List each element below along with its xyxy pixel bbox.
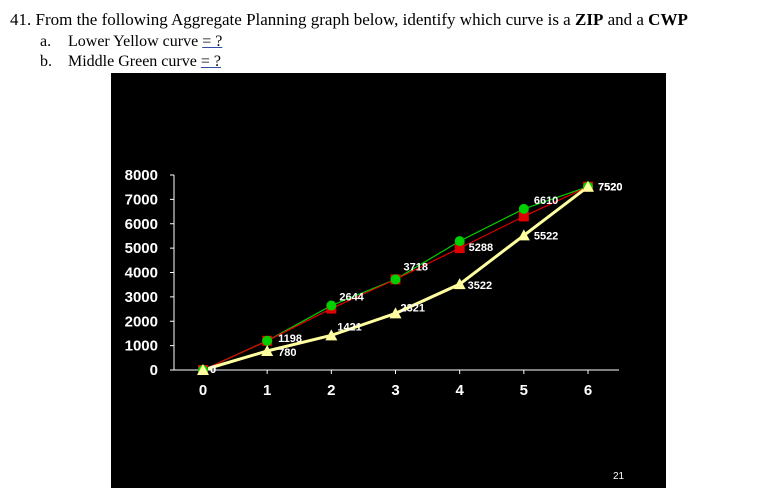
green-circle-marker	[390, 274, 401, 285]
green-circle-marker	[326, 300, 337, 311]
yellow-data-label: 0	[210, 364, 216, 376]
green-circle-marker	[518, 203, 529, 214]
option-b-text: Middle Green curve	[68, 53, 197, 70]
option-a-letter: a.	[40, 33, 52, 50]
y-tick-label: 8000	[125, 167, 158, 184]
x-tick-label: 3	[391, 382, 399, 399]
y-tick-label: 0	[150, 362, 158, 379]
green-data-label: 6610	[534, 195, 558, 207]
yellow-data-label: 5522	[534, 230, 558, 242]
yellow-triangle-marker	[389, 307, 402, 319]
yellow-triangle-marker	[582, 180, 594, 192]
yellow-triangle-marker	[325, 329, 338, 341]
slide-number: 21	[613, 471, 625, 482]
green-data-label: 7520	[598, 182, 622, 194]
green-data-label: 0	[210, 364, 216, 376]
term-zip: ZIP	[574, 10, 604, 29]
question-text: From the following Aggregate Planning gr…	[35, 10, 571, 29]
green-circle-marker	[262, 335, 273, 346]
y-tick-label: 3000	[125, 289, 158, 306]
y-tick-label: 2000	[125, 313, 158, 330]
option-b: b. Middle Green curve = ?	[40, 53, 221, 71]
yellow-data-label: 2321	[401, 302, 425, 314]
y-tick-label: 1000	[125, 338, 158, 355]
green-data-label: 5288	[469, 242, 493, 254]
yellow-data-label: 7520	[598, 182, 622, 194]
green-data-label: 3718	[404, 261, 428, 273]
red-square-marker	[454, 243, 465, 254]
yellow-data-label: 1421	[337, 321, 361, 333]
y-tick-label: 4000	[125, 265, 158, 282]
yellow-triangle-marker	[453, 278, 466, 290]
question-number: 41.	[10, 10, 32, 29]
option-a-answer: = ?	[202, 33, 223, 50]
x-tick-label: 5	[520, 382, 528, 399]
chart-svg: 0 1000 2000 3000 4000 5000 6000 7000 8000 0 1 2 3 4 5 6…	[125, 167, 625, 482]
green-data-label: 2644	[339, 292, 364, 304]
y-tick-label: 7000	[125, 191, 158, 208]
green-circle-marker	[454, 236, 465, 247]
term-cwp: CWP	[648, 10, 688, 29]
y-tick-label: 6000	[125, 216, 158, 233]
x-tick-label: 0	[199, 382, 207, 399]
yellow-triangle-marker	[261, 344, 274, 356]
question-line: 41. From the following Aggregate Plannin…	[10, 10, 688, 30]
option-a: a. Lower Yellow curve = ?	[40, 33, 222, 51]
yellow-data-label: 3522	[468, 280, 492, 292]
y-tick-label: 5000	[125, 240, 158, 257]
yellow-triangle-marker	[517, 229, 530, 241]
x-tick-label: 4	[455, 382, 464, 399]
aggregate-planning-chart: 0 1000 2000 3000 4000 5000 6000 7000 8000 0 1 2 3 4 5 6…	[111, 73, 666, 488]
green-data-label: 1198	[278, 333, 302, 345]
yellow-triangle-marker	[197, 364, 209, 375]
question-and: and a	[607, 10, 644, 29]
yellow-data-label: 780	[278, 347, 296, 359]
option-b-letter: b.	[40, 53, 52, 70]
option-b-answer: = ?	[200, 53, 221, 70]
x-tick-label: 6	[584, 382, 592, 399]
option-a-text: Lower Yellow curve	[68, 33, 199, 50]
x-tick-label: 1	[263, 382, 271, 399]
red-square-marker	[518, 211, 529, 222]
x-tick-label: 2	[327, 382, 335, 399]
